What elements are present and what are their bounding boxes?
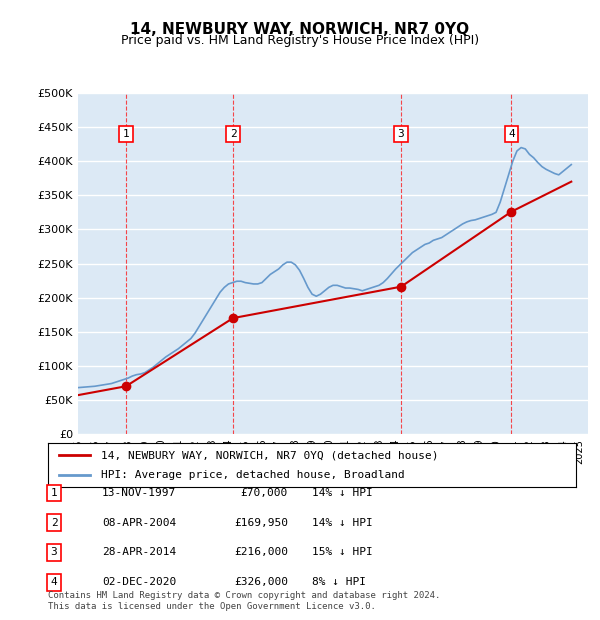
Text: 14% ↓ HPI: 14% ↓ HPI [312,488,373,498]
Text: 14, NEWBURY WAY, NORWICH, NR7 0YQ (detached house): 14, NEWBURY WAY, NORWICH, NR7 0YQ (detac… [101,451,438,461]
Text: £169,950: £169,950 [234,518,288,528]
Text: 8% ↓ HPI: 8% ↓ HPI [312,577,366,587]
Text: £70,000: £70,000 [241,488,288,498]
Text: 4: 4 [50,577,58,587]
Text: 3: 3 [50,547,58,557]
Text: 1: 1 [122,129,130,139]
Text: 13-NOV-1997: 13-NOV-1997 [102,488,176,498]
Text: Contains HM Land Registry data © Crown copyright and database right 2024.
This d: Contains HM Land Registry data © Crown c… [48,591,440,611]
Text: 02-DEC-2020: 02-DEC-2020 [102,577,176,587]
Text: 28-APR-2014: 28-APR-2014 [102,547,176,557]
Text: 4: 4 [508,129,515,139]
Text: 14% ↓ HPI: 14% ↓ HPI [312,518,373,528]
Text: 3: 3 [398,129,404,139]
Text: 14, NEWBURY WAY, NORWICH, NR7 0YQ: 14, NEWBURY WAY, NORWICH, NR7 0YQ [130,22,470,37]
Text: £216,000: £216,000 [234,547,288,557]
Text: 2: 2 [50,518,58,528]
Text: Price paid vs. HM Land Registry's House Price Index (HPI): Price paid vs. HM Land Registry's House … [121,34,479,47]
Text: £326,000: £326,000 [234,577,288,587]
Text: 15% ↓ HPI: 15% ↓ HPI [312,547,373,557]
Text: 2: 2 [230,129,236,139]
Text: 1: 1 [50,488,58,498]
Text: 08-APR-2004: 08-APR-2004 [102,518,176,528]
Text: HPI: Average price, detached house, Broadland: HPI: Average price, detached house, Broa… [101,469,404,479]
